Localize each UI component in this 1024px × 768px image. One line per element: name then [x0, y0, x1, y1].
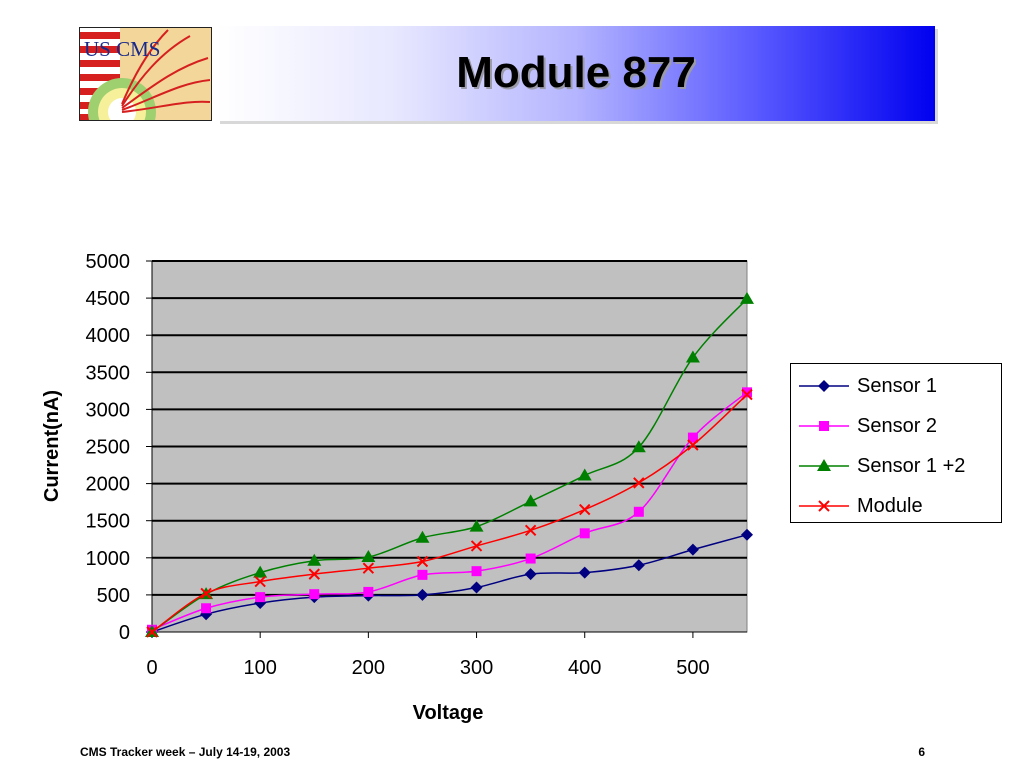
point-sensor-1-2-350 — [523, 494, 538, 507]
point-sensor-1-2-400 — [577, 468, 592, 481]
x-tick-label-200: 200 — [352, 657, 385, 679]
legend-label-sensor-1-2: Sensor 1 +2 — [857, 455, 966, 477]
point-sensor-2-500 — [687, 432, 698, 443]
legend-swatch-sensor-2 — [799, 421, 849, 431]
slide-title: Module 877 — [456, 48, 696, 97]
legend-item-module: Module — [799, 494, 999, 518]
y-tick-label-4000: 4000 — [86, 325, 131, 347]
point-sensor-2-250 — [417, 569, 428, 580]
y-tick-label-3500: 3500 — [86, 362, 131, 384]
point-module-50 — [200, 587, 212, 600]
point-sensor-1-250 — [416, 588, 429, 601]
point-sensor-1-2-100 — [253, 565, 268, 578]
point-module-150 — [308, 568, 320, 580]
point-sensor-2-200 — [363, 586, 374, 597]
legend-item-sensor-1: Sensor 1 — [799, 374, 999, 398]
y-tick-label-2500: 2500 — [86, 437, 131, 459]
page-number: 6 — [918, 745, 925, 759]
point-sensor-2-550 — [742, 387, 752, 398]
point-sensor-2-400 — [579, 528, 590, 539]
legend-item-sensor-1-2: Sensor 1 +2 — [799, 454, 999, 478]
legend-label-sensor-1: Sensor 1 — [857, 375, 938, 397]
legend-swatch-sensor-1-2 — [799, 459, 849, 471]
legend-swatch-sensor-1 — [799, 380, 849, 392]
point-sensor-2-100 — [255, 592, 266, 603]
point-sensor-1-450 — [632, 559, 645, 572]
point-sensor-2-350 — [525, 553, 536, 564]
y-tick-label-5000: 5000 — [86, 251, 131, 273]
legend-item-sensor-2: Sensor 2 — [799, 414, 999, 438]
point-sensor-2-50 — [201, 603, 212, 614]
point-sensor-1-2-300 — [469, 519, 484, 532]
x-tick-label-400: 400 — [568, 657, 601, 679]
point-sensor-2-300 — [471, 566, 482, 577]
point-sensor-1-2-450 — [631, 440, 646, 453]
y-tick-label-2000: 2000 — [86, 474, 131, 496]
point-sensor-1-350 — [524, 568, 537, 581]
legend-label-sensor-2: Sensor 2 — [857, 415, 938, 437]
point-module-400 — [579, 503, 591, 516]
footer-event: CMS Tracker week – July 14-19, 2003 — [80, 745, 291, 759]
point-module-450 — [633, 477, 645, 489]
x-axis-label: Voltage — [413, 702, 484, 724]
chart-legend: Sensor 1 Sensor 2 Sensor 1 +2 Module — [790, 363, 1002, 523]
y-tick-label-4500: 4500 — [86, 288, 131, 310]
logo-text: US CMS — [84, 37, 160, 61]
y-tick-label-3000: 3000 — [86, 399, 131, 421]
point-sensor-1-550 — [741, 528, 753, 541]
y-tick-label-500: 500 — [97, 585, 130, 607]
y-axis-label: Current(nA) — [41, 390, 63, 502]
x-tick-label-0: 0 — [146, 657, 157, 679]
point-module-300 — [470, 540, 483, 552]
us-cms-logo: US CMS — [79, 27, 212, 121]
point-sensor-1-2-150 — [307, 553, 322, 566]
point-sensor-1-2-500 — [685, 350, 700, 363]
point-module-100 — [254, 575, 266, 588]
point-sensor-1-500 — [686, 543, 699, 556]
point-sensor-1-300 — [470, 581, 483, 594]
x-tick-label-500: 500 — [676, 657, 709, 679]
point-sensor-2-150 — [309, 589, 320, 600]
point-module-500 — [687, 439, 699, 451]
y-tick-label-1000: 1000 — [86, 548, 131, 570]
x-tick-label-300: 300 — [460, 657, 493, 679]
point-module-250 — [416, 555, 429, 568]
legend-swatch-module — [799, 500, 849, 512]
point-module-0 — [146, 626, 158, 638]
point-sensor-1-2-200 — [361, 550, 376, 563]
point-sensor-1-400 — [578, 566, 591, 579]
y-tick-label-0: 0 — [119, 622, 130, 644]
y-tick-label-1500: 1500 — [86, 511, 131, 533]
point-module-550 — [741, 388, 753, 401]
legend-label-module: Module — [857, 495, 923, 517]
point-module-200 — [362, 562, 375, 574]
title-bar: Module 877 — [217, 26, 935, 121]
point-sensor-1-2-250 — [415, 530, 430, 543]
point-module-350 — [524, 524, 537, 537]
x-tick-label-100: 100 — [243, 657, 276, 679]
point-sensor-2-450 — [633, 506, 644, 517]
point-sensor-1-2-550 — [740, 291, 754, 304]
series-line-module — [151, 394, 748, 633]
